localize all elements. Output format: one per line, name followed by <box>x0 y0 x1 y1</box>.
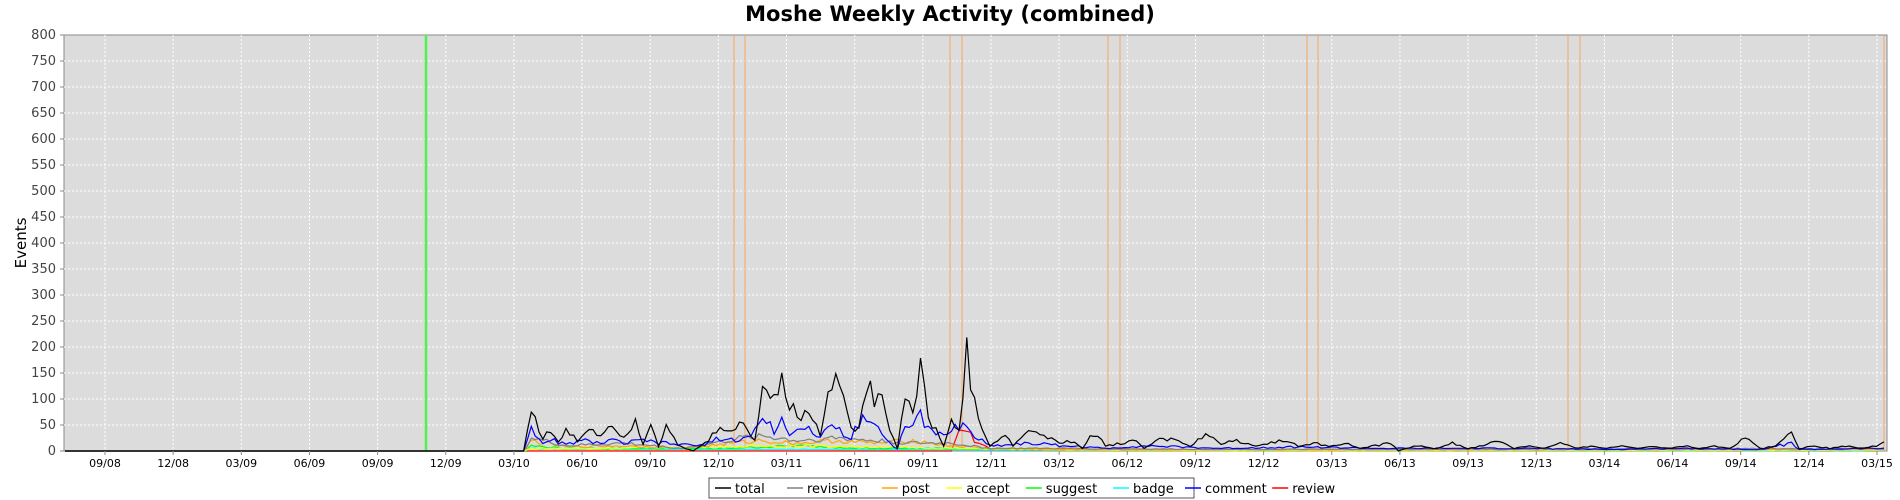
x-tick-label: 12/14 <box>1793 457 1825 470</box>
x-tick-label: 03/09 <box>225 457 257 470</box>
legend-label-review: review <box>1292 482 1335 497</box>
x-tick-label: 12/13 <box>1520 457 1552 470</box>
x-tick-label: 03/11 <box>771 457 803 470</box>
x-tick-label: 06/09 <box>294 457 326 470</box>
x-tick-label: 09/13 <box>1452 457 1484 470</box>
x-tick-label: 03/13 <box>1316 457 1348 470</box>
y-tick-label: 350 <box>31 262 56 277</box>
x-tick-label: 03/15 <box>1861 457 1893 470</box>
y-tick-label: 0 <box>48 444 56 459</box>
y-tick-label: 550 <box>31 158 56 173</box>
y-tick-label: 300 <box>31 288 56 303</box>
y-tick-label: 700 <box>31 80 56 95</box>
y-tick-label: 250 <box>31 314 56 329</box>
x-tick-label: 06/10 <box>566 457 598 470</box>
x-tick-label: 09/08 <box>89 457 121 470</box>
x-tick-label: 09/11 <box>907 457 939 470</box>
y-tick-label: 200 <box>31 340 56 355</box>
y-tick-label: 400 <box>31 236 56 251</box>
x-tick-label: 09/14 <box>1725 457 1757 470</box>
x-tick-label: 09/10 <box>634 457 666 470</box>
y-tick-label: 800 <box>31 28 56 43</box>
y-tick-label: 500 <box>31 184 56 199</box>
y-tick-label: 100 <box>31 392 56 407</box>
y-tick-label: 750 <box>31 54 56 69</box>
x-tick-label: 12/10 <box>703 457 735 470</box>
y-tick-label: 150 <box>31 366 56 381</box>
x-tick-label: 12/08 <box>157 457 189 470</box>
series-line-total <box>65 337 1885 452</box>
x-tick-label: 09/09 <box>362 457 394 470</box>
chart-title: Moshe Weekly Activity (combined) <box>745 2 1155 26</box>
x-tick-label: 06/14 <box>1657 457 1689 470</box>
x-axis-ticks: 09/08 12/08 03/09 06/09 09/09 12/09 03/10 06/10… <box>89 451 1893 470</box>
grid-lines <box>64 35 1887 451</box>
y-axis-ticks: 0 50 100 150 200 250 300 350 400 450 500 550 600 650 7… <box>31 28 64 459</box>
legend: total revision post accept suggest badge comme… <box>708 477 1336 499</box>
y-tick-label: 600 <box>31 132 56 147</box>
x-tick-label: 12/11 <box>975 457 1007 470</box>
series-lines <box>65 337 1885 452</box>
y-tick-label: 650 <box>31 106 56 121</box>
x-tick-label: 03/12 <box>1043 457 1075 470</box>
legend-label-accept: accept <box>966 482 1010 497</box>
x-tick-label: 03/14 <box>1589 457 1621 470</box>
plot-area <box>63 34 1888 452</box>
x-tick-label: 03/10 <box>498 457 530 470</box>
legend-label-total: total <box>735 482 765 497</box>
x-tick-label: 12/12 <box>1248 457 1280 470</box>
x-tick-label: 09/12 <box>1180 457 1212 470</box>
legend-label-comment: comment <box>1205 482 1267 497</box>
x-tick-label: 12/09 <box>430 457 462 470</box>
event-markers <box>424 35 1885 451</box>
y-tick-label: 450 <box>31 210 56 225</box>
legend-label-suggest: suggest <box>1046 482 1097 497</box>
x-tick-label: 06/12 <box>1111 457 1143 470</box>
y-axis-label: Events <box>12 217 30 268</box>
y-tick-label: 50 <box>39 418 56 433</box>
x-tick-label: 06/13 <box>1384 457 1416 470</box>
x-tick-label: 06/11 <box>839 457 871 470</box>
legend-label-badge: badge <box>1133 482 1174 497</box>
legend-label-revision: revision <box>807 482 858 497</box>
legend-label-post: post <box>902 482 930 497</box>
